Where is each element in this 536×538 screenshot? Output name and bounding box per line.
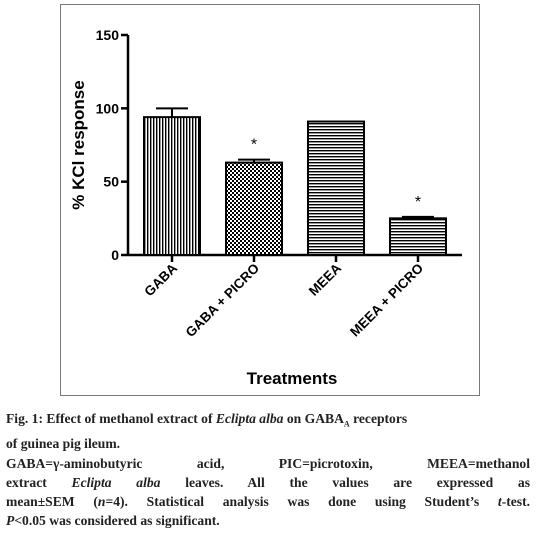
caption-line4a: mean±SEM (: [6, 494, 98, 509]
x-tick-label: GABA: [141, 260, 180, 299]
y-tick-label: 50: [103, 174, 119, 190]
caption-line3a: extract: [6, 475, 72, 490]
caption-line4c: -test.: [501, 494, 530, 509]
caption-line4: mean±SEM (n=4). Statistical analysis was…: [6, 492, 530, 511]
bar: [225, 161, 283, 257]
caption-line5: P<0.05 was considered as significant.: [6, 511, 530, 530]
caption-line5-p: P: [6, 513, 15, 528]
figure-caption-title: Fig. 1: Effect of methanol extract of Ec…: [6, 409, 530, 453]
caption-line3b: leaves. All the values are expressed as: [160, 475, 530, 490]
bar: [307, 120, 365, 256]
x-axis-label: Treatments: [247, 369, 338, 388]
caption-line2-text: GABA=γ-aminobutyric acid, PIC=picrotoxin…: [6, 456, 530, 471]
caption-abbreviations: GABA=γ-aminobutyric acid, PIC=picrotoxin…: [6, 454, 530, 473]
caption-fig-label: Fig. 1: Effect of methanol extract of: [6, 411, 216, 426]
y-axis-label: % KCl response: [69, 80, 88, 209]
caption-line4n: n: [97, 494, 106, 509]
caption-line3: extract Eclipta alba leaves. All the val…: [6, 473, 530, 492]
caption-line1b: of guinea pig ileum.: [6, 435, 121, 451]
y-tick-label: 100: [96, 100, 120, 116]
x-tick-label: MEEA: [306, 260, 344, 298]
caption-line3-species: Eclipta alba: [71, 475, 161, 490]
caption-line5-text: <0.05 was considered as significant.: [14, 513, 220, 528]
caption-species: Eclipta alba: [215, 411, 284, 426]
x-tick-label: GABA + PICRO: [183, 261, 262, 340]
caption-receptor: receptors: [349, 411, 408, 426]
x-tick-label: MEEA + PICRO: [347, 261, 426, 340]
caption-sub: A: [343, 419, 350, 429]
caption-on: on GABA: [283, 411, 344, 426]
significance-marker: *: [251, 137, 257, 154]
bar: [389, 217, 447, 256]
y-tick-label: 150: [96, 27, 120, 43]
caption-line4t: t: [497, 494, 502, 509]
bar: [143, 116, 201, 256]
significance-marker: *: [415, 194, 421, 211]
y-tick-label: 0: [111, 247, 119, 263]
caption-line4b: =4). Statistical analysis was done using…: [105, 494, 498, 509]
figure-frame: [60, 4, 480, 396]
bar-chart: 0 50 100 150 GABA * GABA + PICRO MEEA * MEEA + PI…: [69, 27, 462, 388]
